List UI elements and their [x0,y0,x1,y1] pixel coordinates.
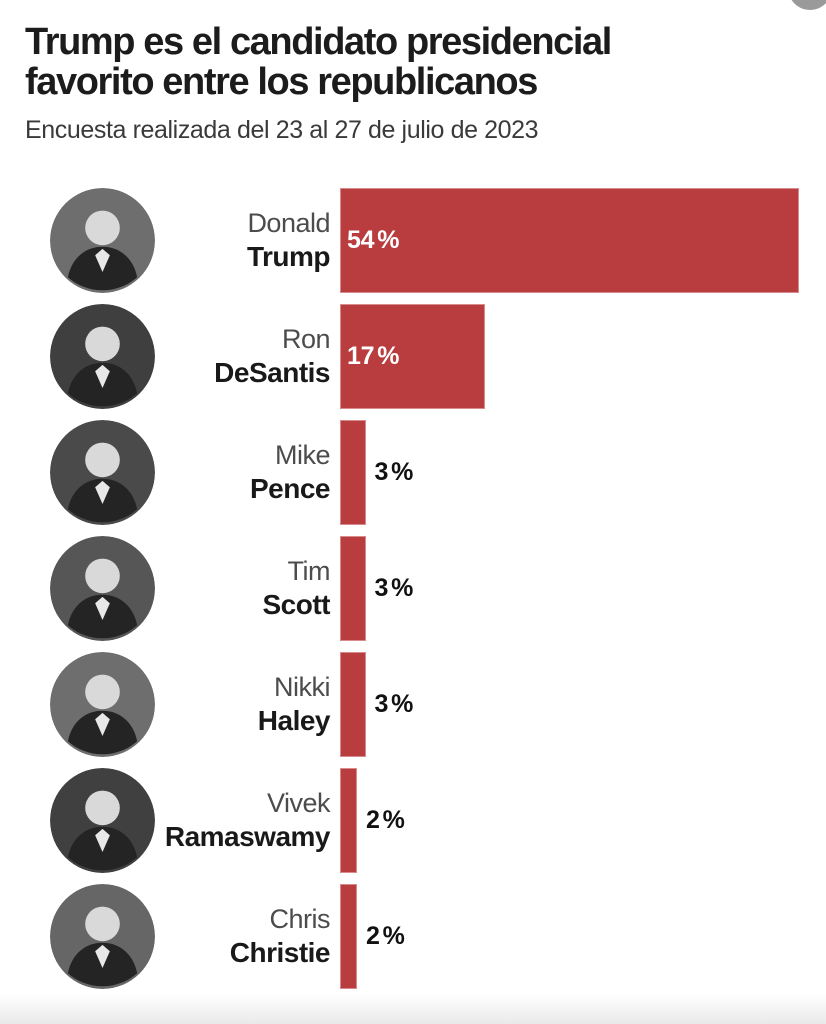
candidate-last-name: Ramaswamy [164,821,331,852]
candidate-photo [50,188,155,293]
candidate-photo [50,652,155,757]
candidate-first-name: Ron [281,324,331,354]
candidate-photo [50,768,155,873]
percent-sign: % [391,458,414,486]
candidate-row-pence: Mike Pence 3% [0,420,826,525]
corner-circle-decoration [788,0,826,10]
candidate-last-name: Haley [257,705,331,736]
candidate-first-name: Nikki [274,672,331,702]
percentage-label: 17% [347,342,399,371]
candidate-row-scott: Tim Scott 3% [0,536,826,641]
candidate-photo [50,420,155,525]
person-silhouette-icon [50,768,155,873]
chart-title-line1: Trump es el candidato presidencial [25,21,612,63]
candidate-name: Mike Pence [155,439,331,506]
candidate-row-haley: Nikki Haley 3% [0,652,826,757]
percentage-value: 54 [347,226,375,254]
candidate-first-name: Chris [269,904,330,934]
candidate-row-ramaswamy: Vivek Ramaswamy 2% [0,768,826,873]
person-silhouette-icon [50,188,155,293]
result-bar: 54% [340,188,799,293]
person-silhouette-icon [50,304,155,409]
candidate-row-trump: Donald Trump 54% [0,188,826,293]
bar-zone: 2% [340,768,826,873]
percentage-label: 54% [347,226,399,255]
candidate-name: Vivek Ramaswamy [155,787,331,854]
candidate-row-christie: Chris Christie 2% [0,884,826,989]
person-silhouette-icon [50,884,155,989]
candidate-name: Nikki Haley [155,671,331,738]
candidate-name: Chris Christie [155,903,331,970]
person-silhouette-icon [50,420,155,525]
candidate-first-name: Tim [287,556,331,586]
percent-sign: % [377,342,400,370]
candidate-last-name: Christie [229,937,331,968]
bar-zone: 54% [340,188,826,293]
person-silhouette-icon [50,652,155,757]
percentage-value: 2 [366,806,380,834]
candidate-name: Ron DeSantis [155,323,330,390]
percentage-label: 2% [366,806,405,835]
chart-title: Trump es el candidato presidencial favor… [25,22,801,102]
percentage-value: 17 [347,342,375,370]
percentage-label: 3% [375,458,414,487]
candidate-last-name: Scott [262,589,331,620]
percentage-label: 3% [375,574,414,603]
result-bar [340,652,366,757]
person-silhouette-icon [50,536,155,641]
result-bar [340,884,357,989]
result-bar: 17% [340,304,485,409]
percent-sign: % [382,806,405,834]
chart-subtitle: Encuesta realizada del 23 al 27 de julio… [25,116,539,144]
candidate-photo [50,884,155,989]
chart-header: Trump es el candidato presidencial favor… [0,0,826,145]
percentage-value: 3 [374,690,389,718]
bar-zone: 2% [340,884,826,989]
candidate-last-name: Pence [250,473,331,504]
candidate-name: Tim Scott [155,555,331,622]
bar-zone: 3% [340,420,826,525]
candidate-photo [50,304,155,409]
percent-sign: % [382,922,405,950]
bottom-fade-decoration [0,994,826,1024]
result-bar [340,768,357,873]
candidate-name: Donald Trump [155,207,331,274]
candidate-photo [50,536,155,641]
percentage-value: 2 [366,922,380,950]
bar-zone: 3% [340,536,826,641]
bar-zone: 17% [340,304,826,409]
percentage-label: 3% [375,690,414,719]
percent-sign: % [377,226,400,254]
result-bar [340,536,366,641]
candidate-first-name: Mike [274,440,331,470]
result-bar [340,420,366,525]
percent-sign: % [391,574,414,602]
candidate-last-name: DeSantis [214,357,330,388]
percentage-label: 2% [366,922,405,951]
candidate-first-name: Donald [247,208,330,238]
bar-zone: 3% [340,652,826,757]
chart-title-line2: favorito entre los republicanos [25,61,538,103]
percentage-value: 3 [374,458,389,486]
candidate-last-name: Trump [246,241,331,272]
candidate-row-desantis: Ron DeSantis 17% [0,304,826,409]
bar-chart: Donald Trump 54% Ron DeSantis [0,188,826,989]
percent-sign: % [391,690,414,718]
percentage-value: 3 [374,574,389,602]
candidate-first-name: Vivek [266,788,331,818]
